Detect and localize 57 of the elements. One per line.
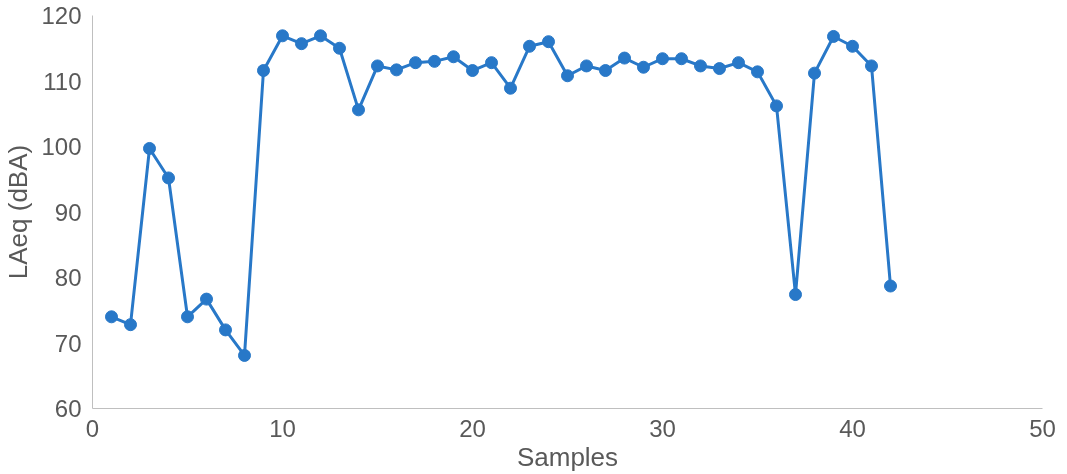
- point: [504, 81, 517, 95]
- point: [846, 39, 859, 53]
- point: [352, 103, 365, 117]
- point: [257, 64, 270, 78]
- x-tick-label: 20: [459, 414, 486, 442]
- point: [238, 348, 251, 362]
- point: [162, 171, 175, 185]
- x-tick-label: 10: [269, 414, 296, 442]
- point: [371, 59, 384, 73]
- point: [637, 60, 650, 74]
- y-tick-label: 110: [43, 67, 82, 95]
- point: [770, 99, 783, 113]
- point: [789, 288, 802, 302]
- point: [428, 54, 441, 68]
- point: [713, 62, 726, 76]
- point: [333, 41, 346, 55]
- x-axis-title: Samples: [516, 441, 619, 472]
- y-tick-label: 80: [54, 264, 82, 291]
- point: [561, 69, 574, 83]
- point: [143, 141, 156, 155]
- point: [732, 56, 745, 70]
- x-tick-label: 40: [839, 414, 866, 442]
- y-tick-label: 70: [54, 329, 82, 357]
- point: [390, 63, 403, 77]
- point: [808, 66, 821, 80]
- y-axis-title: LAeq (dBA): [3, 144, 34, 280]
- point: [865, 59, 878, 73]
- point: [409, 56, 422, 70]
- point: [656, 52, 669, 66]
- point: [105, 310, 118, 324]
- point: [884, 279, 897, 293]
- point: [124, 318, 137, 332]
- point: [200, 292, 213, 306]
- point: [295, 37, 308, 51]
- point: [314, 29, 327, 43]
- y-tick-label: 60: [54, 395, 82, 422]
- y-tick-label: 100: [41, 133, 82, 160]
- point: [827, 29, 840, 43]
- y-tick-label: 90: [54, 198, 82, 226]
- point: [599, 64, 612, 78]
- point: [580, 59, 593, 73]
- x-tick-label: 30: [649, 414, 676, 442]
- point: [675, 52, 688, 66]
- point: [466, 64, 479, 78]
- point: [219, 323, 232, 337]
- point: [181, 310, 194, 324]
- y-tick-label: 120: [41, 2, 82, 29]
- point: [447, 50, 460, 64]
- x-tick-label: 0: [85, 414, 100, 442]
- point: [542, 35, 555, 49]
- point: [276, 29, 289, 43]
- x-tick-label: 50: [1029, 414, 1056, 442]
- point: [618, 51, 631, 65]
- point: [751, 65, 764, 79]
- point: [694, 59, 707, 73]
- point: [485, 56, 498, 70]
- point: [523, 39, 536, 53]
